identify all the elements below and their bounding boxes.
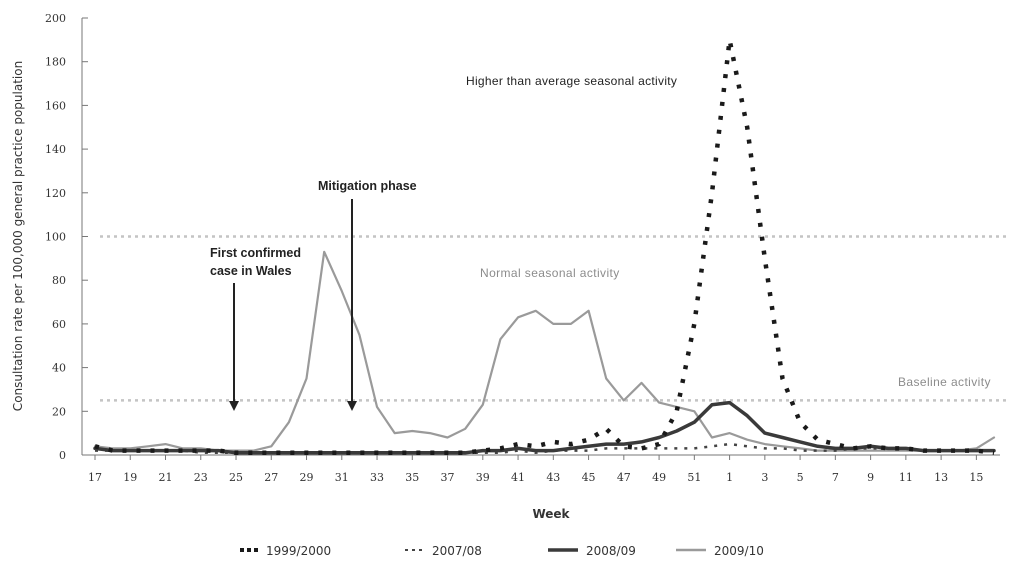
x-tick-label: 45 — [582, 471, 596, 484]
y-tick-label: 0 — [59, 449, 66, 462]
legend-label-2009-10: 2009/10 — [714, 544, 764, 558]
x-tick-label: 21 — [159, 471, 173, 484]
x-tick-label: 19 — [123, 471, 137, 484]
y-tick-label: 80 — [52, 274, 66, 287]
annotation-first-case-line1: First confirmed — [210, 246, 301, 260]
x-tick-label: 1 — [726, 471, 733, 484]
y-tick-label: 100 — [45, 231, 66, 244]
x-tick-label: 15 — [969, 471, 983, 484]
legend-label-2007-08: 2007/08 — [432, 544, 482, 558]
x-tick-label: 5 — [797, 471, 804, 484]
x-axis-label: Week — [532, 507, 570, 521]
legend: 1999/2000 2007/08 2008/09 2009/10 — [240, 544, 764, 558]
y-tick-label: 40 — [52, 362, 66, 375]
annotations: Higher than average seasonal activity Ba… — [210, 74, 991, 411]
x-ticks: 17 19 21 23 25 27 29 31 33 35 37 39 41 43 45 47 49 51 1 3 5 7… — [88, 455, 983, 484]
x-tick-label: 9 — [867, 471, 874, 484]
x-tick-label: 17 — [88, 471, 102, 484]
x-tick-label: 13 — [934, 471, 948, 484]
x-tick-label: 29 — [300, 471, 314, 484]
annotation-higher-activity: Higher than average seasonal activity — [466, 74, 677, 88]
annotation-baseline: Baseline activity — [898, 375, 991, 389]
x-tick-label: 37 — [441, 471, 455, 484]
series-group — [93, 37, 996, 456]
legend-label-1999-2000: 1999/2000 — [266, 544, 331, 558]
legend-item-2008-09: 2008/09 — [548, 544, 636, 558]
y-axis-label: Consultation rate per 100,000 general pr… — [11, 61, 25, 411]
legend-item-1999-2000: 1999/2000 — [240, 544, 331, 558]
mitigation-arrow-head — [347, 401, 357, 411]
annotation-mitigation: Mitigation phase — [318, 179, 417, 193]
y-tick-label: 180 — [45, 56, 66, 69]
y-tick-label: 20 — [52, 405, 66, 418]
legend-label-2008-09: 2008/09 — [586, 544, 636, 558]
x-tick-label: 47 — [617, 471, 631, 484]
x-tick-label: 7 — [832, 471, 839, 484]
x-tick-label: 41 — [511, 471, 525, 484]
y-tick-label: 60 — [52, 318, 66, 331]
x-tick-label: 49 — [652, 471, 666, 484]
annotation-first-case-line2: case in Wales — [210, 264, 292, 278]
reference-lines — [100, 235, 1010, 402]
y-tick-label: 120 — [45, 187, 66, 200]
x-tick-label: 3 — [761, 471, 768, 484]
first-case-arrow-head — [229, 401, 239, 411]
y-ticks: 0 20 40 60 80 100 120 140 160 180 200 — [45, 12, 88, 462]
x-tick-label: 39 — [476, 471, 490, 484]
series-line-2009-10 — [93, 250, 996, 452]
x-tick-label: 11 — [899, 471, 913, 484]
y-tick-label: 140 — [45, 143, 66, 156]
x-tick-label: 51 — [687, 471, 701, 484]
legend-item-2009-10: 2009/10 — [676, 544, 764, 558]
legend-item-2007-08: 2007/08 — [405, 544, 482, 558]
x-tick-label: 25 — [229, 471, 243, 484]
x-tick-label: 33 — [370, 471, 384, 484]
x-tick-label: 27 — [264, 471, 278, 484]
x-tick-label: 43 — [546, 471, 560, 484]
y-tick-label: 200 — [45, 12, 66, 25]
x-tick-label: 35 — [405, 471, 419, 484]
series-line-1999-2000 — [94, 37, 995, 456]
annotation-normal-seasonal: Normal seasonal activity — [480, 266, 620, 280]
x-tick-label: 23 — [194, 471, 208, 484]
series-line-2008-09 — [93, 400, 996, 455]
x-tick-label: 31 — [335, 471, 349, 484]
y-tick-label: 160 — [45, 99, 66, 112]
x-axis: Week — [82, 454, 1000, 521]
